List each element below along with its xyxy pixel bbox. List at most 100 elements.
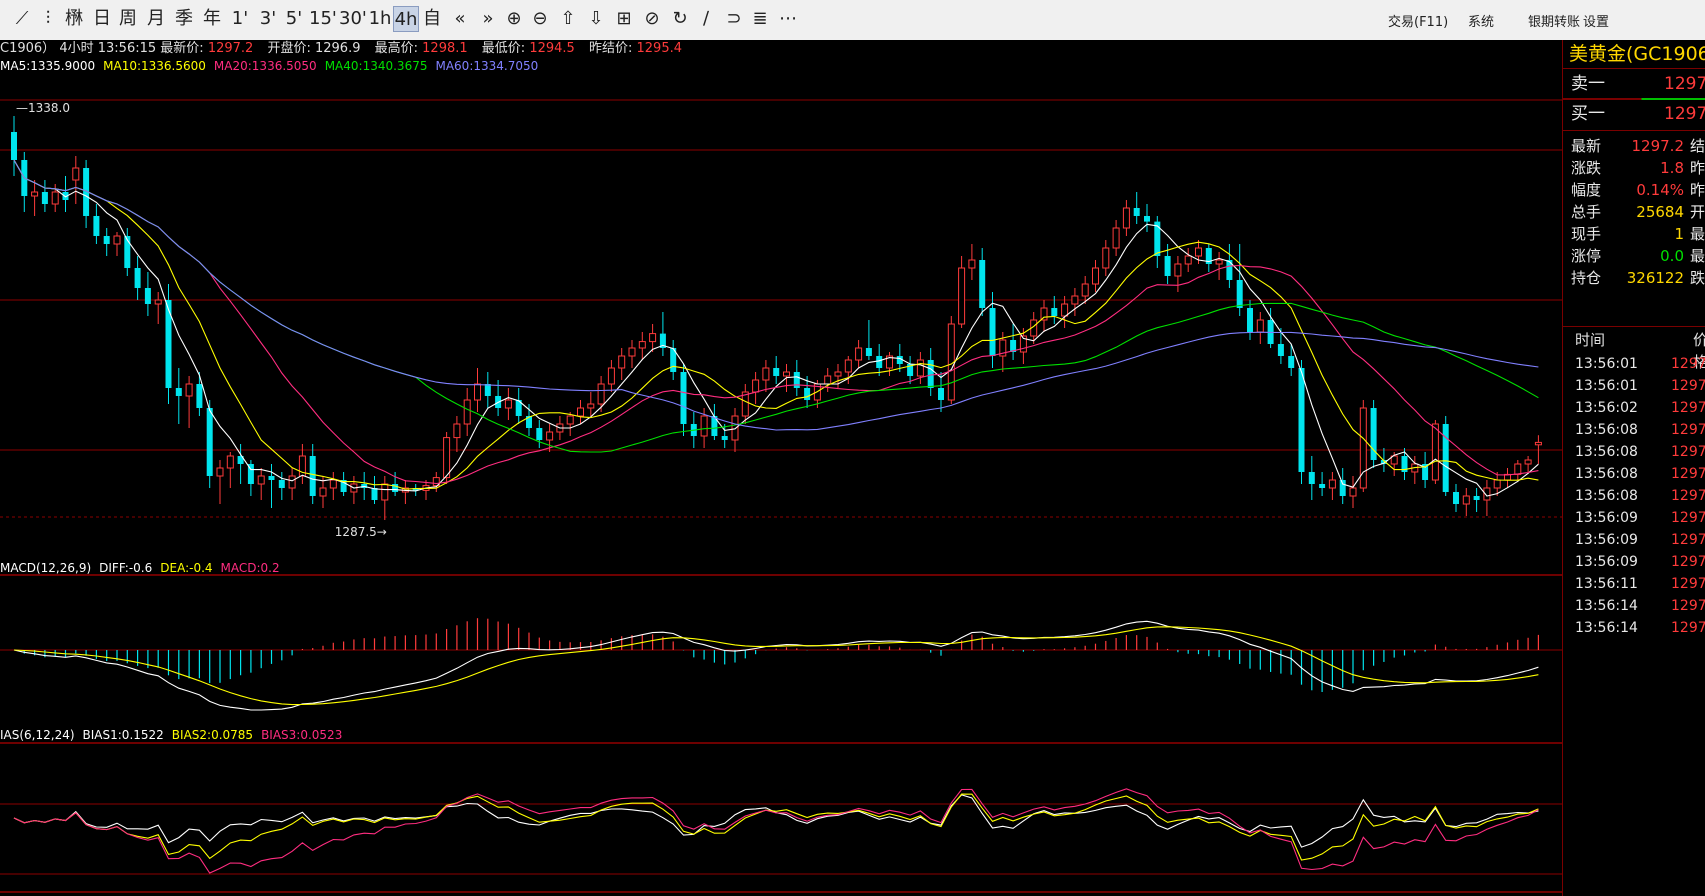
open-price-value: 1296.9 (314, 41, 361, 56)
macd-legend: MACD(12,26,9) DIFF:-0.6 DEA:-0.4 MACD:0.2 (0, 560, 288, 576)
scroll-left-icon[interactable]: « (454, 8, 466, 29)
candle-body (999, 339, 1007, 357)
period-week-button[interactable]: 周 (119, 8, 137, 29)
period-1h-button[interactable]: 1h (368, 8, 392, 29)
macd-legend-item-0: MACD(12,26,9) (0, 561, 92, 575)
tick-price: 1297.2 (1671, 444, 1705, 460)
tick-row: 13:56:09 1297.2 (1563, 529, 1705, 551)
candle-body (1236, 280, 1243, 308)
pen-icon[interactable]: ∕ (702, 8, 710, 29)
candle-body (154, 299, 162, 305)
high-price-label: 最高价: (374, 41, 419, 56)
period-month-button[interactable]: 月 (147, 8, 165, 29)
candle-body (752, 379, 760, 393)
candle-body (577, 407, 584, 417)
grid-icon[interactable]: ⊞ (616, 8, 632, 29)
ma-legend-item-4: MA60:1334.7050 (435, 59, 539, 73)
candle-body (1308, 472, 1315, 484)
list-icon[interactable]: ≣ (752, 8, 768, 29)
stat-row: 涨跌 1.8 昨 (1563, 157, 1705, 179)
menu-item-0[interactable]: 交易(F11) (1388, 15, 1449, 30)
period-day-button[interactable]: 日 (93, 8, 111, 29)
tick-row: 13:56:11 1297.2 (1563, 573, 1705, 595)
quote-info-bar: C1906） 4小时 13:56:15 最新价: 1297.2 开盘价: 129… (0, 41, 683, 56)
macd-diff-line (13, 620, 1539, 711)
candle-body (721, 436, 728, 440)
candle-body (1298, 368, 1305, 472)
menu-item-1[interactable]: 系统 (1468, 15, 1495, 30)
tick-price: 1297.2 (1671, 620, 1705, 636)
period-30m-button[interactable]: 30' (339, 8, 367, 29)
candle-body (1154, 221, 1161, 256)
period-3m-button[interactable]: 3' (259, 8, 277, 29)
scroll-right-icon[interactable]: » (482, 8, 494, 29)
more-icon[interactable]: ⋯ (779, 8, 797, 29)
period-4h-button[interactable]: 4h (393, 6, 419, 32)
candle-body (463, 399, 471, 425)
candle-body (927, 360, 934, 388)
candle-body (1010, 340, 1017, 352)
line-chart-icon[interactable]: ⟋ (15, 8, 29, 29)
bias-legend: IAS(6,12,24) BIAS1:0.1522 BIAS2:0.0785 BIAS… (0, 727, 350, 743)
bias-legend-item-0: IAS(6,12,24) (0, 728, 75, 742)
menu-item-2[interactable]: 银期转账 (1528, 15, 1581, 30)
tick-time: 13:56:14 (1575, 620, 1638, 636)
candle-body (1277, 344, 1284, 356)
tick-price: 1297.2 (1671, 400, 1705, 416)
candle-body (886, 355, 893, 369)
arrow-up-icon[interactable]: ⇧ (560, 8, 576, 29)
candle-body (618, 355, 626, 369)
ask-row[interactable]: 卖一 1297 (1563, 70, 1705, 98)
tick-time: 13:56:02 (1575, 400, 1638, 416)
tick-price: 1297.2 (1671, 466, 1705, 482)
arrow-down-icon[interactable]: ⇩ (588, 8, 604, 29)
ma20-line (13, 159, 1539, 485)
candle-body (1288, 356, 1295, 368)
bid-row[interactable]: 买一 1297 (1563, 100, 1705, 128)
candle-body (371, 488, 378, 500)
tick-row: 13:56:08 1297.2 (1563, 463, 1705, 485)
candle-body (597, 383, 605, 405)
candle-body (1442, 424, 1449, 492)
candlestick-icon[interactable]: ⫶ (45, 8, 51, 29)
chart-area[interactable]: —1338.0 1287.5→ (0, 40, 1562, 896)
zoom-out-icon[interactable]: ⊖ (532, 8, 548, 29)
zoom-in-icon[interactable]: ⊕ (506, 8, 522, 29)
menu-item-3[interactable]: 设置 (1583, 15, 1610, 30)
tick-row: 13:56:01 1297.2 (1563, 353, 1705, 375)
candle-body (196, 384, 203, 408)
candle-body (1349, 487, 1357, 497)
period-15m-button[interactable]: 15' (309, 8, 337, 29)
period-quarter-button[interactable]: 季 (175, 8, 193, 29)
candle-body (536, 428, 543, 440)
period-tick-button[interactable]: 㮊 (65, 8, 83, 29)
ma-legend: MA5:1335.9000 MA10:1336.5600 MA20:1336.505… (0, 58, 546, 74)
candle-body (103, 236, 110, 244)
candle-body (1071, 295, 1079, 305)
period-1m-button[interactable]: 1' (231, 8, 249, 29)
candle-body (329, 479, 337, 489)
ticks-time-header: 时间 (1575, 331, 1606, 349)
candle-body (237, 456, 244, 464)
period-5m-button[interactable]: 5' (285, 8, 303, 29)
period-custom-button[interactable]: 自 (423, 8, 441, 29)
candle-body (134, 268, 141, 288)
tick-time: 13:56:08 (1575, 444, 1638, 460)
prev-settle-value: 1295.4 (636, 41, 683, 56)
candle-body (628, 347, 636, 357)
ticks-header: 时间 价格 (1563, 329, 1705, 371)
refresh-icon[interactable]: ↻ (672, 8, 688, 29)
candle-body (484, 384, 491, 396)
candle-body (31, 191, 39, 197)
tick-row: 13:56:08 1297.2 (1563, 441, 1705, 463)
draw-tool-icon[interactable]: ⊘ (644, 8, 660, 29)
undo-icon[interactable]: ⊃ (726, 8, 742, 29)
stat-value: 1 (1674, 225, 1684, 243)
kline-chart[interactable]: —1338.0 1287.5→ (0, 40, 1562, 896)
stat-label: 持仓 (1571, 269, 1602, 287)
period-year-button[interactable]: 年 (203, 8, 221, 29)
candle-body (1328, 479, 1336, 489)
tick-price: 1297.2 (1671, 554, 1705, 570)
tick-time: 13:56:08 (1575, 422, 1638, 438)
stat-row: 幅度 0.14% 昨 (1563, 179, 1705, 201)
